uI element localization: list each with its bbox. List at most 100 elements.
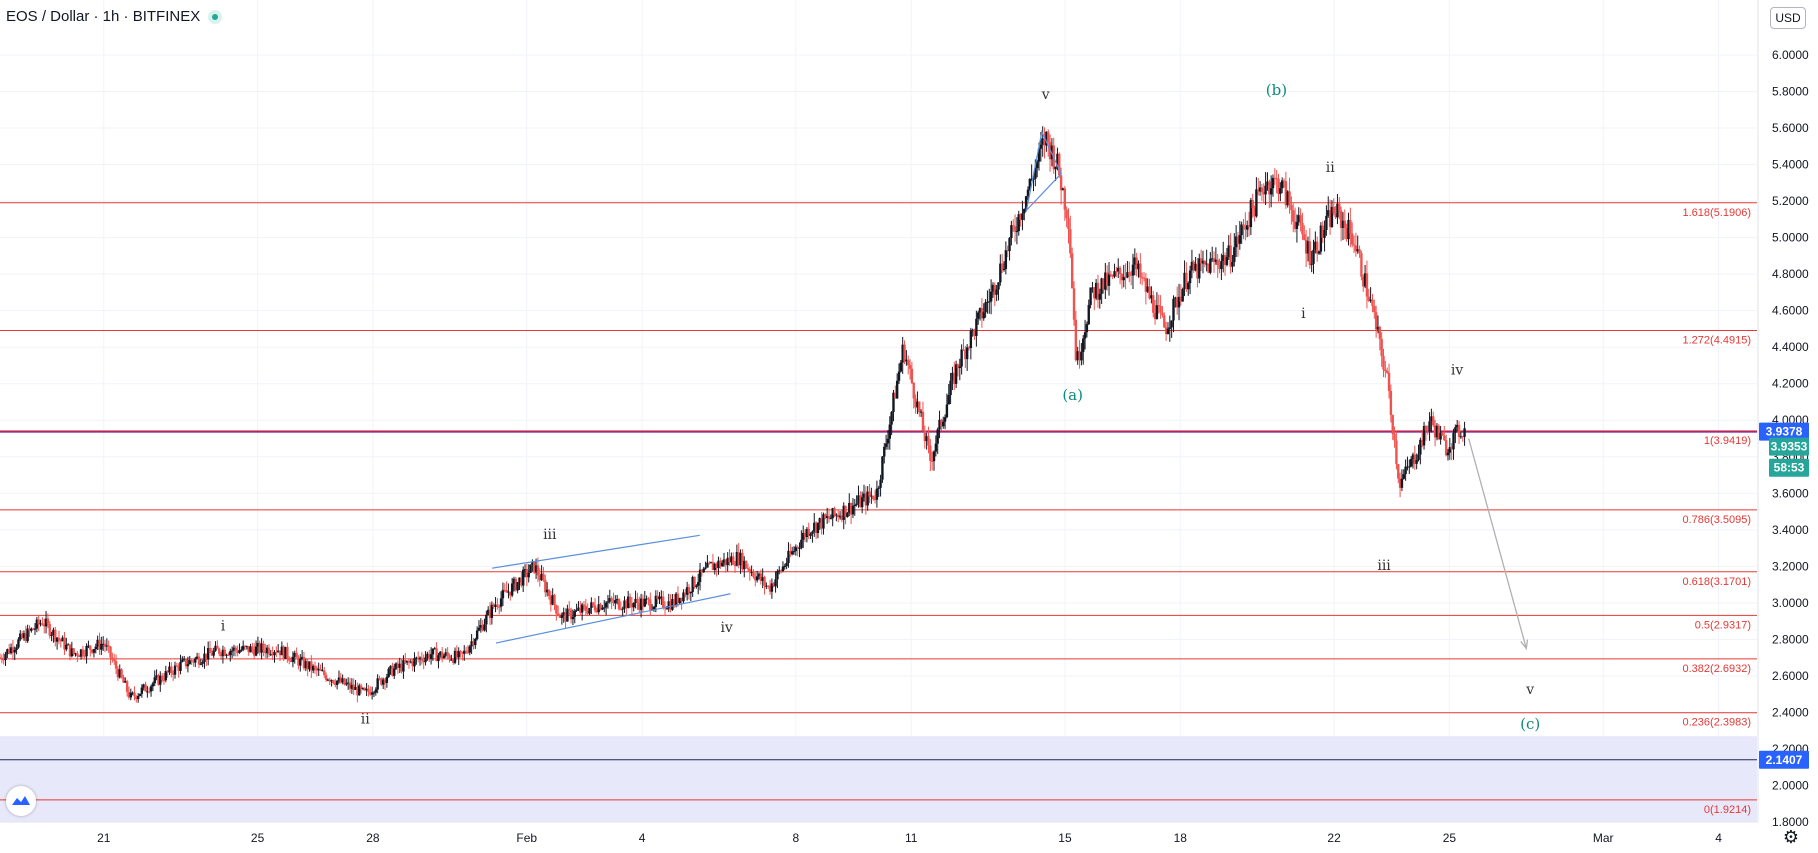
candle-body — [304, 661, 308, 669]
candle-body — [470, 641, 473, 647]
candle-body — [1413, 454, 1417, 464]
candle-body — [171, 673, 175, 675]
candle-body — [1004, 250, 1008, 269]
candle-body — [1207, 263, 1210, 273]
candle-body — [986, 301, 989, 303]
triangle-pattern — [1025, 129, 1062, 213]
candle-body — [744, 560, 748, 569]
candle-body — [363, 688, 366, 691]
candle-body — [1400, 478, 1404, 488]
candle-body — [422, 660, 425, 663]
candle-body — [440, 651, 444, 659]
tradingview-logo-icon[interactable] — [6, 786, 36, 816]
candle-body — [918, 401, 921, 413]
candle-body — [824, 514, 827, 518]
candle-body — [634, 598, 637, 604]
candle-body — [488, 609, 492, 618]
impulse-wave-label: iv — [1451, 363, 1463, 379]
candle-body — [319, 668, 322, 671]
candle-body — [1002, 268, 1006, 271]
candle-body — [586, 610, 589, 614]
candle-body — [411, 661, 414, 667]
candle-body — [1218, 265, 1221, 270]
candle-body — [1444, 440, 1448, 456]
candle-body — [1008, 238, 1011, 252]
candle-body — [463, 650, 466, 654]
candle-body — [326, 679, 330, 681]
candle-body — [1128, 272, 1131, 275]
candle-body — [1448, 447, 1452, 453]
candle-body — [542, 573, 545, 580]
impulse-wave-label: iii — [543, 527, 557, 543]
line-price-tag-bg — [1759, 750, 1809, 769]
candle-body — [814, 522, 818, 534]
candle-body — [807, 528, 810, 536]
candle-body — [197, 656, 201, 665]
candle-body — [225, 654, 228, 656]
candle-body — [1089, 287, 1092, 305]
candle-body — [453, 650, 457, 663]
candle-body — [1030, 178, 1033, 180]
candle-body — [538, 575, 541, 581]
correction-wave-label: (a) — [1062, 386, 1083, 404]
price-tick-label: 1.8000 — [1772, 815, 1809, 829]
candle-body — [299, 658, 302, 666]
candle-body — [1012, 225, 1015, 227]
candle-body — [15, 647, 18, 650]
candle-body — [1349, 219, 1352, 234]
candle-body — [673, 598, 676, 605]
candle-body — [1312, 249, 1315, 264]
candle-body — [499, 598, 503, 607]
candle-body — [989, 291, 993, 302]
candle-body — [1024, 196, 1028, 209]
symbol-header[interactable]: EOS / Dollar · 1h · BITFINEX — [6, 8, 223, 25]
impulse-wave-label: i — [221, 618, 226, 634]
impulse-wave-label: v — [1041, 87, 1050, 103]
candle-body — [881, 456, 884, 480]
candle-body — [1041, 138, 1044, 145]
candle-body — [483, 624, 486, 631]
price-tick-label: 6.0000 — [1772, 48, 1809, 62]
time-axis-bg — [0, 822, 1758, 853]
candle-body — [179, 661, 182, 671]
currency-button[interactable]: USD — [1770, 7, 1806, 29]
candle-body — [728, 557, 731, 563]
candle-body — [258, 642, 261, 653]
candle-body — [446, 652, 449, 656]
candle-body — [894, 392, 897, 399]
candle-body — [897, 371, 901, 381]
time-axis[interactable]: 21 25 28 Feb 4 8 11 15 18 22 25 Mar 4 — [0, 821, 1758, 853]
candle-body — [706, 562, 709, 568]
candle-body — [1328, 210, 1332, 227]
candle-body — [827, 516, 831, 519]
candle-body — [1017, 214, 1020, 232]
candle-body — [569, 609, 573, 620]
candle-body — [70, 648, 74, 657]
candle-body — [22, 633, 26, 638]
candle-body — [238, 650, 241, 653]
candle-body — [1369, 299, 1372, 301]
candle-body — [300, 656, 304, 659]
candle-body — [230, 650, 234, 652]
settings-gear-icon[interactable]: ⚙ — [1782, 827, 1800, 847]
candle-body — [302, 656, 306, 669]
candle-body — [1371, 299, 1374, 306]
candle-body — [1244, 225, 1247, 230]
candle-body — [1347, 219, 1350, 240]
candle-body — [1170, 320, 1173, 328]
time-tick-label: 21 — [97, 831, 111, 845]
candle-body — [124, 681, 127, 683]
candle-body — [1140, 277, 1144, 279]
candle-body — [956, 364, 960, 368]
candle-body — [1146, 286, 1149, 292]
candle-body — [755, 576, 759, 581]
candle-body — [116, 668, 120, 678]
candle-body — [726, 557, 729, 566]
candle-body — [660, 596, 663, 598]
candle-body — [783, 566, 786, 568]
last-price-tag: 3.9378 — [1766, 425, 1803, 439]
candle-body — [1192, 261, 1195, 271]
candle-body — [409, 661, 413, 663]
candle-body — [8, 649, 11, 654]
